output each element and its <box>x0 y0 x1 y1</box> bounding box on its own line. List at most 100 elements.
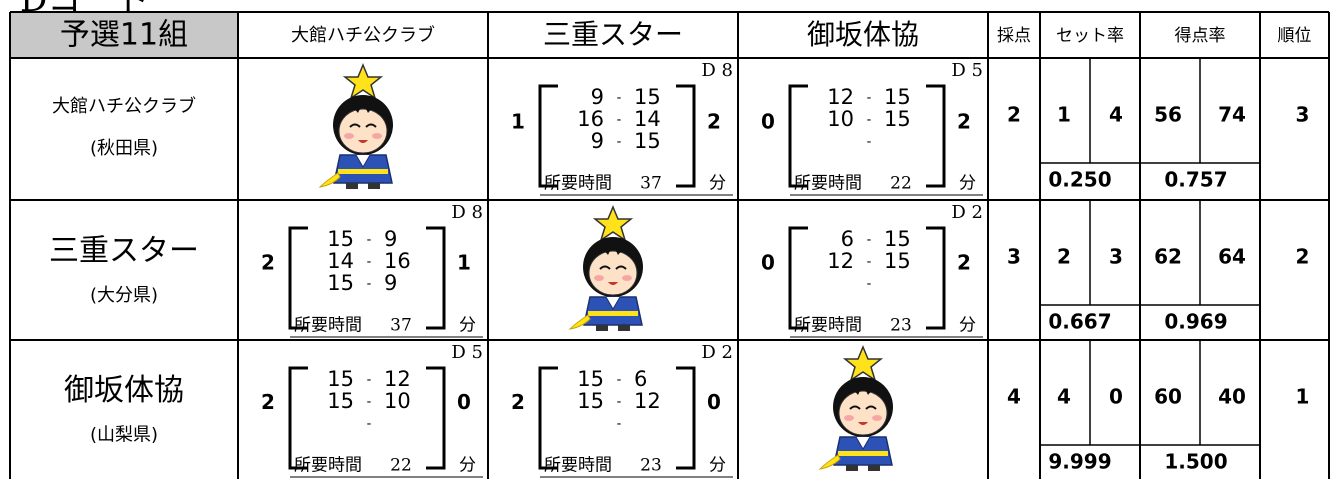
bracket-right <box>676 366 696 470</box>
point-rate: 1.500 <box>1164 450 1227 474</box>
team-pref: (山梨県) <box>90 425 158 446</box>
team-header: 御坂体協 <box>807 18 919 51</box>
set-rate: 0.250 <box>1048 168 1111 192</box>
points-header: 採点 <box>997 26 1031 46</box>
bracket-left <box>788 84 808 188</box>
set-separator: - <box>867 255 872 270</box>
time-value: 23 <box>640 456 662 476</box>
points-for: 62 <box>1154 245 1182 269</box>
set-score-b: 10 <box>384 389 411 413</box>
time-unit: 分 <box>709 174 726 194</box>
time-prefix: 所要時間 <box>294 456 362 476</box>
team-name: 御坂体協 <box>64 373 184 408</box>
set-score-b: 15 <box>634 129 661 153</box>
set-score-b: 15 <box>884 85 911 109</box>
group-label: 予選11組 <box>60 18 188 53</box>
time-unit: 分 <box>709 456 726 476</box>
time-value: 22 <box>390 456 412 476</box>
set-score-a: 15 <box>577 389 604 413</box>
sets-won: 1 <box>1057 103 1071 127</box>
team-header: 大館ハチ公クラブ <box>291 24 435 46</box>
set-score-a: 12 <box>827 85 854 109</box>
points-against: 64 <box>1218 245 1246 269</box>
bracket-left <box>538 84 558 188</box>
rank: 3 <box>1296 103 1310 127</box>
set-score-a: 16 <box>577 107 604 131</box>
court-number: D 5 <box>451 342 483 363</box>
set-separator: - <box>367 395 372 410</box>
points-against: 74 <box>1218 103 1246 127</box>
set-score-b: 15 <box>884 249 911 273</box>
point-rate: 0.757 <box>1164 168 1227 192</box>
rank-header: 順位 <box>1278 26 1312 46</box>
set-score-a: 14 <box>327 249 354 273</box>
set-score-b: 15 <box>884 227 911 251</box>
bracket-left <box>288 366 308 470</box>
time-unit: 分 <box>459 316 476 336</box>
bracket-left <box>538 366 558 470</box>
time-unit: 分 <box>959 174 976 194</box>
bracket-right <box>926 226 946 330</box>
team-pref: (大分県) <box>90 285 158 306</box>
sets-lost: 3 <box>1109 245 1123 269</box>
team-name: 大館ハチ公クラブ <box>52 95 196 117</box>
time-unit: 分 <box>459 456 476 476</box>
set-separator: - <box>367 255 372 270</box>
set-separator: - <box>867 277 872 292</box>
set-score-b: 9 <box>384 227 397 251</box>
time-prefix: 所要時間 <box>794 316 862 336</box>
sets-lost: 0 <box>1109 385 1123 409</box>
score-left: 0 <box>761 251 775 275</box>
bracket-left <box>788 226 808 330</box>
bracket-right <box>426 366 446 470</box>
points: 4 <box>1007 385 1021 409</box>
set-separator: - <box>867 113 872 128</box>
time-prefix: 所要時間 <box>544 174 612 194</box>
court-number: D 2 <box>701 342 733 363</box>
set-separator: - <box>367 233 372 248</box>
time-value: 23 <box>890 316 912 336</box>
set-score-a: 15 <box>577 367 604 391</box>
score-left: 0 <box>761 110 775 134</box>
set-score-b: 16 <box>384 249 411 273</box>
set-score-a: 15 <box>327 271 354 295</box>
team-name: 三重スター <box>49 234 199 269</box>
set-separator: - <box>367 277 372 292</box>
time-prefix: 所要時間 <box>544 456 612 476</box>
set-separator: - <box>367 417 372 432</box>
bracket-right <box>426 226 446 330</box>
mascot <box>569 206 644 332</box>
set-separator: - <box>617 135 622 150</box>
time-prefix: 所要時間 <box>794 174 862 194</box>
court-number: D 8 <box>701 60 733 81</box>
point-rate-header: 得点率 <box>1175 26 1226 46</box>
set-score-b: 9 <box>384 271 397 295</box>
score-right: 0 <box>707 390 721 414</box>
team-pref: (秋田県) <box>90 138 158 159</box>
points: 2 <box>1007 103 1021 127</box>
set-separator: - <box>617 395 622 410</box>
score-right: 0 <box>457 390 471 414</box>
score-left: 2 <box>261 251 275 275</box>
set-separator: - <box>617 113 622 128</box>
score-right: 2 <box>957 251 971 275</box>
set-rate: 9.999 <box>1048 450 1111 474</box>
court-number: D 8 <box>451 202 483 223</box>
points-against: 40 <box>1218 385 1246 409</box>
mascot <box>819 346 894 472</box>
set-score-a: 9 <box>591 85 604 109</box>
set-score-b: 6 <box>634 367 647 391</box>
court-number: D 5 <box>951 60 983 81</box>
point-rate: 0.969 <box>1164 310 1227 334</box>
score-right: 2 <box>707 110 721 134</box>
set-score-a: 9 <box>591 129 604 153</box>
score-left: 2 <box>511 390 525 414</box>
score-left: 2 <box>261 390 275 414</box>
time-value: 37 <box>640 174 662 194</box>
group-cell-bg <box>10 12 238 58</box>
set-rate: 0.667 <box>1048 310 1111 334</box>
bracket-right <box>926 84 946 188</box>
sets-won: 2 <box>1057 245 1071 269</box>
